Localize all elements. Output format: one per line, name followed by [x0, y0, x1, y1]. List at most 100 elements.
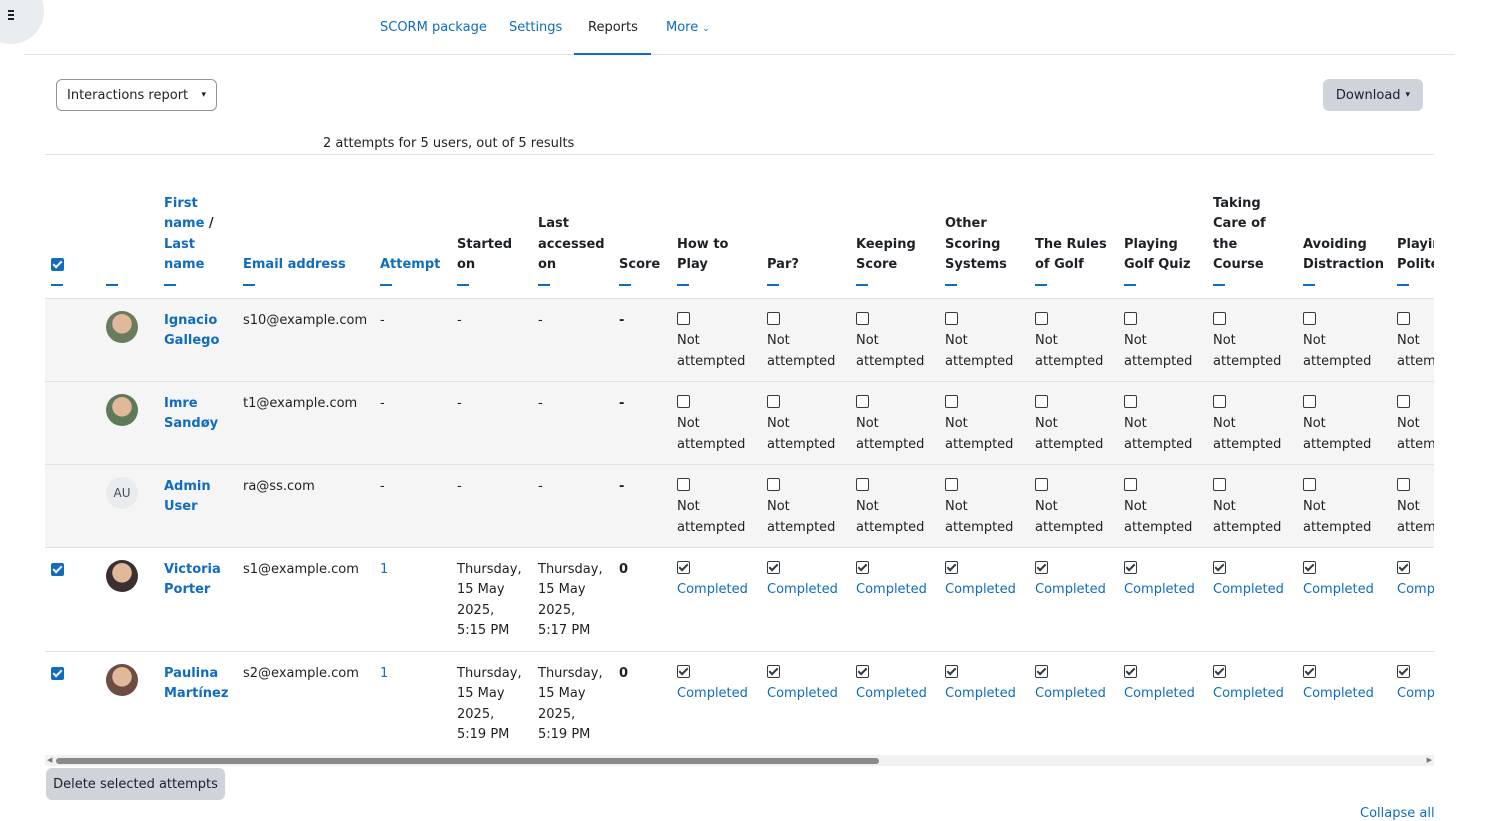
tab-more-label: More — [666, 20, 699, 35]
download-button[interactable]: Download ▾ — [1323, 79, 1423, 111]
row-select-checkbox[interactable] — [51, 562, 64, 576]
sco-status-link[interactable]: Completed — [1303, 582, 1374, 597]
sco-status-link[interactable]: Completed — [945, 582, 1016, 597]
download-label: Download — [1335, 87, 1401, 103]
completed-status-icon — [1303, 664, 1316, 678]
sco-status-text: Not attempted — [1397, 416, 1434, 452]
sco-status-link[interactable]: Completed — [1124, 686, 1195, 701]
sco-status-link[interactable]: Completed — [856, 582, 927, 597]
collapse-column-icon[interactable] — [1035, 283, 1047, 286]
sco-header-label: How to Play — [677, 236, 729, 273]
horizontal-scrollbar[interactable]: ◀ ▶ — [45, 755, 1434, 766]
not-attempted-status-icon — [945, 394, 958, 408]
sort-email-link[interactable]: Email address — [243, 257, 346, 272]
user-name-link[interactable]: Ignacio Gallego — [164, 312, 220, 349]
collapse-column-icon[interactable] — [538, 283, 550, 286]
report-type-select[interactable]: Interactions report ▾ — [56, 79, 217, 111]
sort-last-name-link[interactable]: Last name — [164, 236, 205, 273]
sco-status-text: Not attempted — [1035, 333, 1104, 369]
collapse-column-icon[interactable] — [677, 283, 689, 286]
sco-header-label: Playing Golf Quiz — [1124, 236, 1191, 273]
sco-status-link[interactable]: Completed — [767, 582, 838, 597]
collapse-column-icon[interactable] — [619, 283, 631, 286]
collapse-column-icon[interactable] — [380, 283, 392, 286]
sco-status-text: Not attempted — [1303, 416, 1372, 452]
sco-status-link[interactable]: Completed — [1124, 582, 1195, 597]
sco-status-link[interactable]: Completed — [767, 686, 838, 701]
started-cell: - — [457, 395, 462, 411]
user-name-link[interactable]: Paulina Martínez — [164, 665, 229, 702]
tab-settings[interactable]: Settings — [509, 20, 563, 35]
sort-attempt-link[interactable]: Attempt — [380, 257, 441, 272]
scroll-right-icon[interactable]: ▶ — [1426, 756, 1432, 764]
collapse-column-icon[interactable] — [767, 283, 779, 286]
sco-header: How to Play — [671, 155, 761, 298]
row-select-checkbox[interactable] — [51, 666, 64, 680]
sco-status-text: Not attempted — [767, 499, 836, 535]
sco-status-link[interactable]: Completed — [1213, 686, 1284, 701]
collapse-all-link[interactable]: Collapse all — [1360, 806, 1435, 821]
user-name-link[interactable]: Admin User — [164, 478, 211, 515]
sco-status-link[interactable]: Completed — [1397, 582, 1434, 597]
sco-status-link[interactable]: Completed — [1035, 686, 1106, 701]
started-cell: - — [457, 478, 462, 494]
attempt-link[interactable]: 1 — [380, 665, 389, 681]
sco-status-link[interactable]: Completed — [677, 686, 748, 701]
tab-reports[interactable]: Reports — [574, 0, 651, 55]
sco-status-link[interactable]: Completed — [1035, 582, 1106, 597]
avatar[interactable] — [106, 310, 138, 343]
sco-header: Playing Golf Quiz — [1118, 155, 1207, 298]
email-cell: s2@example.com — [243, 665, 359, 681]
attempt-link[interactable]: 1 — [380, 561, 389, 577]
name-cell: Victoria Porter — [158, 547, 237, 651]
chevron-down-icon: ▾ — [201, 90, 206, 100]
not-attempted-status-icon — [1303, 311, 1316, 325]
sco-status-text: Not attempted — [945, 333, 1014, 369]
sco-status-link[interactable]: Completed — [1397, 686, 1434, 701]
avatar[interactable] — [106, 393, 138, 426]
sco-status-cell: Not attempted — [850, 298, 939, 381]
collapse-column-icon[interactable] — [51, 283, 63, 286]
completed-status-icon — [1303, 560, 1316, 574]
scroll-left-icon[interactable]: ◀ — [47, 756, 53, 764]
chevron-down-icon: ⌄ — [702, 24, 710, 34]
sco-status-link[interactable]: Completed — [1303, 686, 1374, 701]
collapse-column-icon[interactable] — [945, 283, 957, 286]
avatar[interactable]: AU — [106, 476, 138, 509]
sco-status-link[interactable]: Completed — [945, 686, 1016, 701]
email-cell: s10@example.com — [243, 312, 368, 328]
avatar[interactable] — [106, 663, 138, 696]
sort-first-name-link[interactable]: First name — [164, 195, 205, 232]
collapse-column-icon[interactable] — [1303, 283, 1315, 286]
delete-selected-attempts-button[interactable]: Delete selected attempts — [46, 768, 225, 800]
scrollbar-thumb[interactable] — [56, 758, 879, 764]
sco-status-link[interactable]: Completed — [856, 686, 927, 701]
collapse-column-icon[interactable] — [1213, 283, 1225, 286]
collapse-column-icon[interactable] — [457, 283, 469, 286]
sco-status-cell: Not attempted — [1207, 298, 1297, 381]
sco-status-text: Not attempted — [1303, 499, 1372, 535]
user-name-link[interactable]: Imre Sandøy — [164, 395, 219, 432]
collapse-column-icon[interactable] — [243, 283, 255, 286]
collapse-column-icon[interactable] — [164, 283, 176, 286]
user-name-link[interactable]: Victoria Porter — [164, 561, 221, 598]
sco-status-text: Not attempted — [1124, 499, 1193, 535]
completed-status-icon — [856, 664, 869, 678]
collapse-column-icon[interactable] — [1397, 283, 1409, 286]
tab-more[interactable]: More ⌄ — [652, 0, 724, 55]
not-attempted-status-icon — [1213, 311, 1226, 325]
completed-status-icon — [1213, 560, 1226, 574]
secondary-navigation: SCORM package Settings Reports More ⌄ — [24, 0, 1455, 55]
collapse-column-icon[interactable] — [856, 283, 868, 286]
sco-status-cell: Completed — [671, 651, 761, 755]
sco-status-cell: Not attempted — [1207, 464, 1297, 547]
select-all-checkbox[interactable] — [51, 258, 64, 271]
report-table-container: First name / Last name Email address Att… — [45, 155, 1434, 755]
table-row: Ignacio Gallego s10@example.com - - - - Not at… — [45, 298, 1434, 381]
sco-status-link[interactable]: Completed — [677, 582, 748, 597]
collapse-column-icon[interactable] — [1124, 283, 1136, 286]
collapse-column-icon[interactable] — [106, 283, 118, 286]
sco-status-link[interactable]: Completed — [1213, 582, 1284, 597]
avatar[interactable] — [106, 559, 138, 592]
tab-scorm-package[interactable]: SCORM package — [380, 20, 487, 35]
